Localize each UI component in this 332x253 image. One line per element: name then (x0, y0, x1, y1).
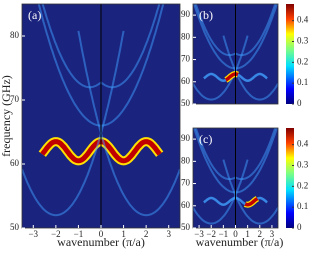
colorbar-tick-label: 0.1 (297, 77, 308, 87)
y-tick-label: 50 (10, 222, 20, 232)
x-tick-label: −2 (206, 229, 216, 239)
x-tick-label: −1 (74, 229, 84, 239)
colorbar-tick-label: 0.1 (297, 201, 308, 211)
colorbar (286, 128, 294, 228)
x-tick-label: 2 (144, 229, 149, 239)
y-tick-label: 80 (181, 155, 191, 165)
x-tick-label: 3 (270, 229, 275, 239)
band-faint (77, 30, 180, 217)
x-tick-label: 0 (233, 229, 238, 239)
y-tick-label: 60 (10, 158, 20, 168)
x-tick-label: 1 (121, 229, 126, 239)
plot-frame (192, 3, 279, 105)
y-tick-label: 70 (181, 54, 191, 64)
y-tick-label: 80 (10, 30, 20, 40)
y-tick-label: 50 (181, 98, 191, 108)
band-faint (193, 35, 249, 101)
band-faint (22, 30, 125, 217)
colorbar-tick-label: 0.2 (297, 56, 308, 66)
colorbar-tick-label: 0.3 (297, 160, 309, 170)
colorbar-tick-label: 0.4 (297, 15, 309, 25)
x-tick-label: 2 (258, 229, 263, 239)
colorbar-tick-label: 0.2 (297, 180, 308, 190)
y-tick-label: 70 (10, 94, 20, 104)
colorbar-tick-label: 0 (297, 98, 302, 108)
panel-label: (c) (199, 132, 212, 146)
band-faint (222, 35, 278, 101)
x-tick-label: 1 (245, 229, 250, 239)
x-tick-label: −3 (194, 229, 204, 239)
y-tick-label: 70 (181, 178, 191, 188)
x-tick-label: −3 (28, 229, 38, 239)
y-tick-label: 80 (181, 31, 191, 41)
x-tick-label: 3 (166, 229, 171, 239)
y-tick-label: 90 (181, 133, 191, 143)
band-faint (193, 159, 249, 225)
y-tick-label: 60 (181, 76, 191, 86)
x-axis-label: wavenumber (π/a) (196, 235, 284, 249)
y-tick-label: 50 (181, 222, 191, 232)
x-tick-label: −1 (219, 229, 229, 239)
colorbar-tick-label: 0.4 (297, 139, 309, 149)
x-axis-label: wavenumber (π/a) (57, 235, 145, 249)
panel-label: (a) (28, 8, 41, 22)
band-core (244, 197, 259, 207)
band-faint (222, 159, 278, 225)
colorbar (286, 4, 294, 104)
x-tick-label: 0 (99, 229, 104, 239)
x-tick-label: −2 (51, 229, 61, 239)
y-tick-label: 90 (181, 9, 191, 19)
colorbar-tick-label: 0 (297, 222, 302, 232)
y-axis-label: frequency (GHz) (0, 75, 13, 157)
colorbar-tick-label: 0.3 (297, 36, 309, 46)
panel-label: (b) (199, 8, 213, 22)
y-tick-label: 60 (181, 200, 191, 210)
